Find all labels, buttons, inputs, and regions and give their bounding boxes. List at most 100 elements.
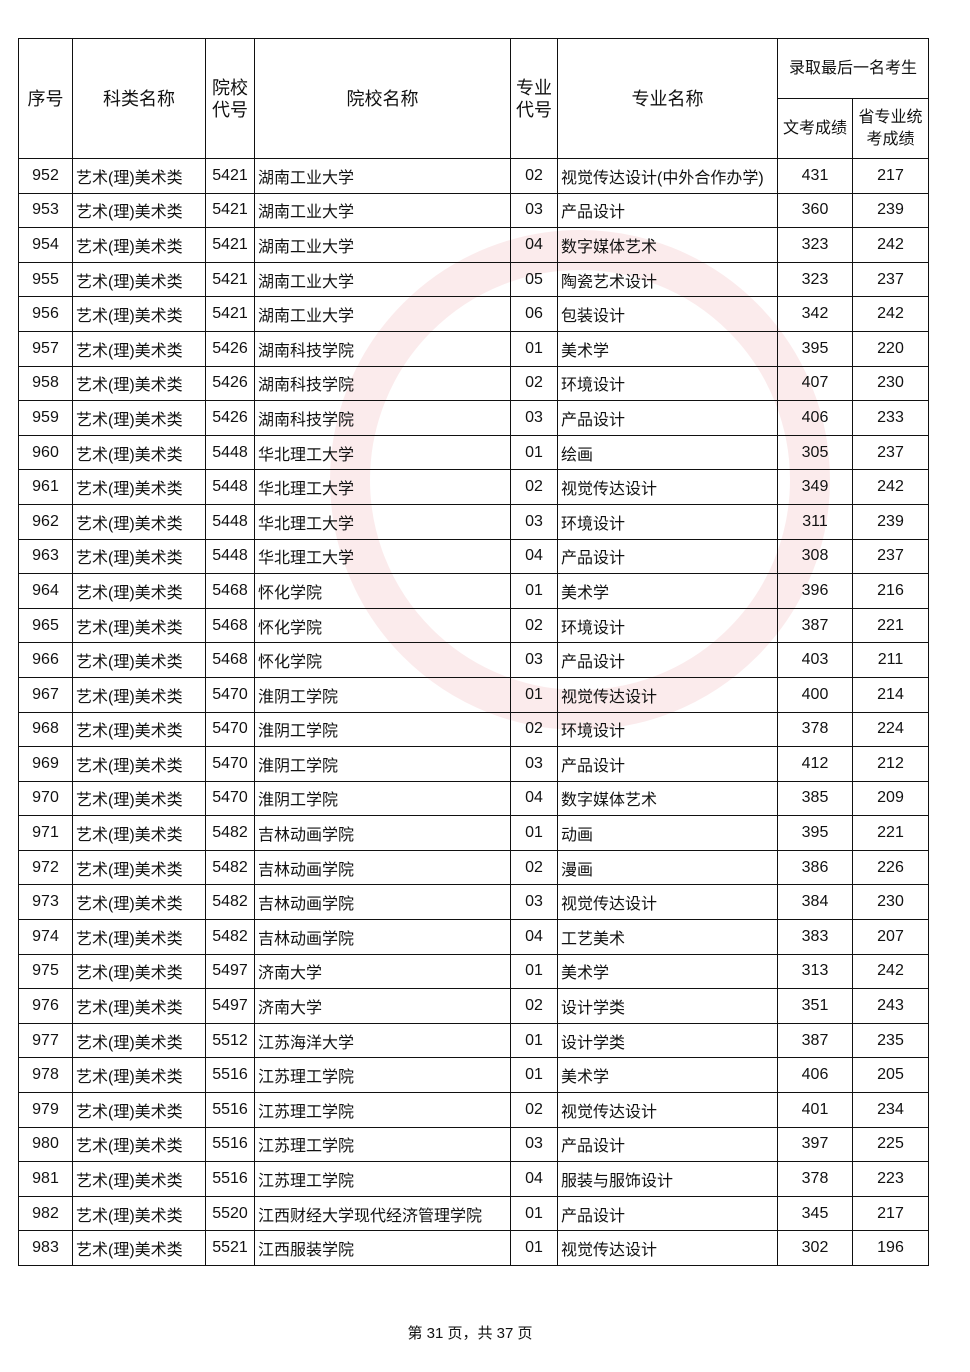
category-cell: 艺术(理)美术类 (72, 988, 206, 1024)
seq-cell: 971 (18, 815, 73, 851)
school-code-cell: 5421 (205, 227, 255, 263)
culture-score-cell: 349 (777, 469, 853, 505)
art-score-cell: 224 (851, 711, 930, 748)
category-cell: 艺术(理)美术类 (72, 538, 206, 575)
art-score-cell: 235 (851, 1022, 930, 1059)
major-name-cell: 美术学 (557, 330, 778, 367)
table-row: 966 艺术(理)美术类 5468 怀化学院 03 产品设计 403 211 (18, 642, 930, 678)
school-code-cell: 5448 (205, 503, 255, 540)
category-cell: 艺术(理)美术类 (72, 400, 206, 436)
table-row: 964 艺术(理)美术类 5468 怀化学院 01 美术学 396 216 (18, 573, 930, 609)
seq-cell: 977 (18, 1022, 73, 1059)
art-score-cell: 243 (851, 988, 930, 1024)
major-code-cell: 01 (510, 330, 558, 367)
school-code-cell: 5470 (205, 676, 255, 713)
seq-cell: 963 (18, 538, 73, 575)
school-name-cell: 湖南科技学院 (254, 330, 511, 367)
category-cell: 艺术(理)美术类 (72, 1057, 206, 1094)
header-cell: 院校名称 (254, 38, 511, 159)
major-name-cell: 产品设计 (557, 1195, 778, 1232)
school-code-cell: 5426 (205, 400, 255, 436)
seq-cell: 979 (18, 1092, 73, 1128)
major-name-cell: 美术学 (557, 573, 778, 609)
seq-cell: 966 (18, 642, 73, 678)
category-cell: 艺术(理)美术类 (72, 1161, 206, 1197)
major-name-cell: 动画 (557, 815, 778, 851)
school-name-cell: 江苏海洋大学 (254, 1022, 511, 1059)
major-name-cell: 环境设计 (557, 607, 778, 644)
table-row: 961 艺术(理)美术类 5448 华北理工大学 02 视觉传达设计 349 242 (18, 469, 930, 505)
major-code-cell: 03 (510, 192, 558, 229)
seq-cell: 969 (18, 746, 73, 782)
art-score-cell: 226 (851, 849, 930, 886)
art-score-cell: 239 (851, 192, 930, 229)
art-score-cell: 221 (851, 607, 930, 644)
major-code-cell: 04 (510, 1161, 558, 1197)
culture-score-cell: 406 (777, 400, 853, 436)
school-code-cell: 5468 (205, 607, 255, 644)
school-code-cell: 5497 (205, 988, 255, 1024)
table-row: 958 艺术(理)美术类 5426 湖南科技学院 02 环境设计 407 230 (18, 365, 930, 402)
culture-score-cell: 406 (777, 1057, 853, 1094)
major-code-cell: 02 (510, 365, 558, 402)
category-cell: 艺术(理)美术类 (72, 849, 206, 886)
seq-cell: 967 (18, 676, 73, 713)
school-code-cell: 5448 (205, 469, 255, 505)
major-code-cell: 03 (510, 746, 558, 782)
major-code-cell: 02 (510, 469, 558, 505)
major-code-cell: 02 (510, 988, 558, 1024)
culture-score-cell: 383 (777, 919, 853, 955)
header-cell: 省专业统考成绩 (851, 98, 930, 159)
major-code-cell: 04 (510, 538, 558, 575)
school-code-cell: 5482 (205, 815, 255, 851)
art-score-cell: 205 (851, 1057, 930, 1094)
major-code-cell: 01 (510, 1195, 558, 1232)
admission-table: 序号 科类名称 院校代号 院校名称 专业代号 专业名称 录取最后一名考生 文考成… (18, 38, 930, 1266)
culture-score-cell: 345 (777, 1195, 853, 1232)
seq-cell: 978 (18, 1057, 73, 1094)
table-row: 977 艺术(理)美术类 5512 江苏海洋大学 01 设计学类 387 235 (18, 1022, 930, 1059)
major-code-cell: 01 (510, 676, 558, 713)
seq-cell: 954 (18, 227, 73, 263)
major-code-cell: 01 (510, 953, 558, 990)
category-cell: 艺术(理)美术类 (72, 365, 206, 402)
school-name-cell: 淮阴工学院 (254, 746, 511, 782)
major-code-cell: 01 (510, 1057, 558, 1094)
school-name-cell: 淮阴工学院 (254, 780, 511, 817)
major-name-cell: 设计学类 (557, 1022, 778, 1059)
major-code-cell: 01 (510, 1022, 558, 1059)
major-name-cell: 美术学 (557, 953, 778, 990)
category-cell: 艺术(理)美术类 (72, 1126, 206, 1163)
major-code-cell: 03 (510, 884, 558, 921)
major-name-cell: 视觉传达设计 (557, 1230, 778, 1266)
table-row: 967 艺术(理)美术类 5470 淮阴工学院 01 视觉传达设计 400 214 (18, 676, 930, 713)
table-row: 955 艺术(理)美术类 5421 湖南工业大学 05 陶瓷艺术设计 323 237 (18, 261, 930, 298)
school-code-cell: 5448 (205, 434, 255, 471)
school-name-cell: 江苏理工学院 (254, 1057, 511, 1094)
major-name-cell: 环境设计 (557, 711, 778, 748)
culture-score-cell: 431 (777, 158, 853, 194)
culture-score-cell: 342 (777, 296, 853, 332)
major-code-cell: 04 (510, 919, 558, 955)
table-row: 965 艺术(理)美术类 5468 怀化学院 02 环境设计 387 221 (18, 607, 930, 644)
seq-cell: 972 (18, 849, 73, 886)
major-name-cell: 服装与服饰设计 (557, 1161, 778, 1197)
school-code-cell: 5482 (205, 884, 255, 921)
category-cell: 艺术(理)美术类 (72, 1022, 206, 1059)
major-name-cell: 环境设计 (557, 503, 778, 540)
category-cell: 艺术(理)美术类 (72, 1092, 206, 1128)
school-code-cell: 5516 (205, 1057, 255, 1094)
school-name-cell: 吉林动画学院 (254, 919, 511, 955)
major-name-cell: 产品设计 (557, 400, 778, 436)
culture-score-cell: 387 (777, 607, 853, 644)
culture-score-cell: 323 (777, 227, 853, 263)
category-cell: 艺术(理)美术类 (72, 158, 206, 194)
art-score-cell: 230 (851, 884, 930, 921)
major-code-cell: 03 (510, 1126, 558, 1163)
category-cell: 艺术(理)美术类 (72, 919, 206, 955)
major-code-cell: 02 (510, 849, 558, 886)
table-row: 982 艺术(理)美术类 5520 江西财经大学现代经济管理学院 01 产品设计 345 21… (18, 1195, 930, 1232)
category-cell: 艺术(理)美术类 (72, 953, 206, 990)
table-row: 973 艺术(理)美术类 5482 吉林动画学院 03 视觉传达设计 384 230 (18, 884, 930, 921)
header-cell: 专业名称 (557, 38, 778, 159)
